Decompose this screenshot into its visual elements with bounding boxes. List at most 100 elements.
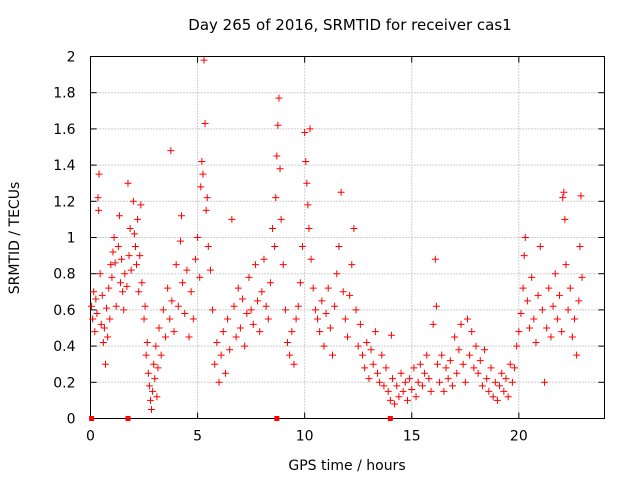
data-point: [119, 288, 127, 296]
data-point: [185, 333, 193, 341]
data-point: [189, 315, 197, 323]
data-point: [309, 284, 317, 292]
data-point: [94, 194, 102, 202]
data-point: [329, 351, 337, 359]
data-point: [403, 396, 411, 404]
data-point: [254, 297, 262, 305]
data-point: [105, 284, 113, 292]
data-point: [230, 302, 238, 310]
data-point: [279, 261, 287, 269]
data-point: [483, 375, 491, 383]
data-point: [213, 338, 221, 346]
data-point: [118, 255, 126, 263]
y-tick-label: 1.2: [53, 194, 75, 210]
y-tick-label: 0.4: [53, 339, 75, 355]
data-point: [262, 302, 270, 310]
data-point: [474, 369, 482, 377]
data-point: [560, 188, 568, 196]
data-point: [576, 243, 584, 251]
data-point: [536, 243, 544, 251]
data-point: [144, 369, 152, 377]
data-point: [346, 291, 354, 299]
x-tick-label: 0: [86, 429, 95, 445]
data-point: [176, 237, 184, 245]
y-tick-label: 0.8: [53, 267, 75, 283]
data-point: [234, 284, 242, 292]
data-point: [316, 328, 324, 336]
baseline-marker: [387, 416, 393, 421]
data-point: [373, 369, 381, 377]
data-point: [442, 364, 450, 372]
data-point: [104, 333, 112, 341]
data-point: [508, 378, 516, 386]
data-point: [553, 315, 561, 323]
data-point: [339, 288, 347, 296]
data-point: [393, 382, 401, 390]
data-point: [470, 364, 478, 372]
data-point: [556, 291, 564, 299]
data-point: [421, 369, 429, 377]
data-point: [429, 320, 437, 328]
data-point: [264, 315, 272, 323]
data-point: [125, 252, 133, 260]
data-point: [112, 302, 120, 310]
data-point: [232, 333, 240, 341]
data-point: [89, 315, 97, 323]
data-point: [99, 338, 107, 346]
data-point: [187, 288, 195, 296]
data-point: [269, 224, 277, 232]
data-point: [90, 288, 98, 296]
data-point: [95, 206, 103, 214]
data-point: [425, 375, 433, 383]
data-point: [91, 328, 99, 336]
data-point: [108, 273, 116, 281]
data-point: [292, 315, 300, 323]
data-point: [431, 255, 439, 263]
data-point: [418, 382, 426, 390]
x-tick-label: 20: [510, 429, 528, 445]
data-point: [137, 201, 145, 209]
data-point: [88, 302, 96, 310]
data-point: [408, 386, 416, 394]
data-point: [203, 194, 211, 202]
data-point: [168, 297, 176, 305]
data-point: [468, 328, 476, 336]
data-point: [305, 224, 313, 232]
data-point: [487, 364, 495, 372]
data-point: [97, 320, 105, 328]
data-point: [489, 393, 497, 401]
data-point: [333, 270, 341, 278]
data-point: [433, 360, 441, 368]
data-point: [215, 378, 223, 386]
data-point: [290, 360, 298, 368]
data-point: [318, 297, 326, 305]
data-point: [135, 288, 143, 296]
data-point: [369, 360, 377, 368]
data-point: [198, 157, 206, 165]
data-points: [88, 56, 586, 413]
data-point: [478, 382, 486, 390]
x-axis-label: GPS time / hours: [288, 458, 405, 474]
data-point: [153, 393, 161, 401]
data-point: [217, 351, 225, 359]
chart-title: Day 265 of 2016, SRMTID for receiver cas…: [188, 16, 511, 34]
data-point: [154, 364, 162, 372]
data-point: [140, 315, 148, 323]
data-point: [523, 297, 531, 305]
data-point: [365, 375, 373, 383]
data-point: [459, 360, 467, 368]
data-point: [306, 125, 314, 133]
data-point: [399, 387, 407, 395]
data-point: [284, 338, 292, 346]
data-point: [416, 360, 424, 368]
data-point: [114, 243, 122, 251]
data-point: [134, 215, 142, 223]
data-point: [344, 333, 351, 341]
data-point: [204, 243, 212, 251]
data-point: [380, 382, 388, 390]
data-point: [376, 378, 384, 386]
y-tick-label: 1: [67, 231, 76, 247]
x-tick-label: 10: [296, 429, 314, 445]
data-point: [485, 387, 493, 395]
data-point: [577, 192, 585, 200]
